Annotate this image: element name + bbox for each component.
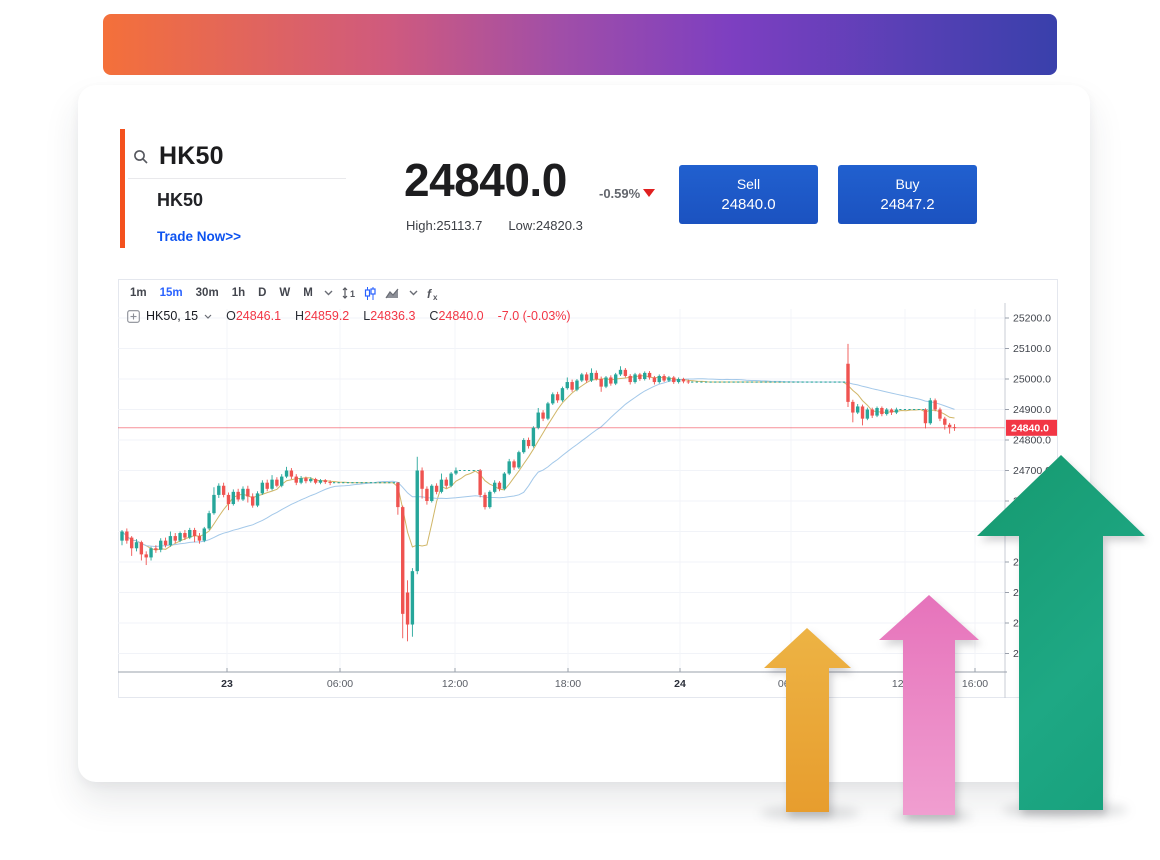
growth-arrow-small [764, 628, 851, 812]
search-input-value[interactable]: HK50 [159, 142, 224, 170]
high-low-row: High:25113.7 Low:24820.3 [406, 218, 583, 233]
trade-now-link[interactable]: Trade Now>> [157, 229, 242, 244]
legend-change: -7.0 (-0.03%) [497, 309, 571, 323]
chevron-down-icon[interactable] [204, 314, 212, 319]
chevron-down-icon[interactable] [324, 290, 333, 296]
scale-units-icon[interactable]: 1 [342, 287, 355, 299]
search-icon [134, 149, 148, 164]
search-divider [128, 178, 346, 179]
svg-text:06:00: 06:00 [327, 678, 353, 690]
svg-text:24800.0: 24800.0 [1013, 435, 1051, 447]
svg-text:24: 24 [674, 678, 686, 690]
interval-30m[interactable]: 30m [195, 287, 219, 299]
chart-legend: HK50, 15 O24846.1 H24859.2 L24836.3 C248… [127, 309, 571, 323]
growth-arrow-large [977, 455, 1145, 810]
svg-text:x: x [433, 293, 438, 300]
area-style-icon[interactable] [385, 287, 400, 299]
svg-text:25000.0: 25000.0 [1013, 374, 1051, 386]
svg-text:1: 1 [350, 289, 355, 299]
svg-text:24900.0: 24900.0 [1013, 404, 1051, 416]
sell-price: 24840.0 [721, 196, 776, 213]
legend-open: O24846.1 [226, 309, 282, 323]
interval-15m[interactable]: 15m [159, 287, 183, 299]
arrow-shadow [760, 806, 860, 820]
chevron-down-icon[interactable] [409, 290, 418, 296]
legend-low: L24836.3 [363, 309, 416, 323]
svg-text:25100.0: 25100.0 [1013, 343, 1051, 355]
symbol-search[interactable]: HK50 [133, 142, 224, 171]
change-percent: -0.59% [599, 186, 656, 201]
svg-text:12:00: 12:00 [442, 678, 468, 690]
svg-text:24840.0: 24840.0 [1011, 422, 1049, 434]
svg-text:23: 23 [221, 678, 233, 690]
sell-button[interactable]: Sell 24840.0 [679, 165, 818, 224]
interval-1m[interactable]: 1m [130, 287, 147, 299]
interval-week[interactable]: W [279, 287, 291, 299]
svg-text:f: f [427, 287, 432, 300]
svg-text:18:00: 18:00 [555, 678, 581, 690]
accent-bar [120, 129, 125, 248]
brand-gradient-banner [103, 14, 1057, 75]
buy-button[interactable]: Buy 24847.2 [838, 165, 977, 224]
candles-style-icon[interactable] [364, 286, 376, 300]
buy-price: 24847.2 [880, 196, 935, 213]
legend-high: H24859.2 [295, 309, 350, 323]
down-triangle-icon [643, 189, 656, 197]
interval-day[interactable]: D [258, 287, 267, 299]
buy-label: Buy [895, 176, 920, 192]
legend-symbol[interactable]: HK50, 15 [146, 309, 199, 323]
add-symbol-icon[interactable] [127, 309, 140, 323]
interval-1h[interactable]: 1h [231, 287, 246, 299]
high-value: High:25113.7 [406, 218, 483, 233]
last-price: 24840.0 [404, 154, 567, 206]
sell-label: Sell [736, 176, 761, 192]
growth-arrow-medium [879, 595, 979, 815]
interval-month[interactable]: M [303, 287, 313, 299]
low-value: Low:24820.3 [508, 218, 583, 233]
svg-text:25200.0: 25200.0 [1013, 313, 1051, 325]
legend-close: C24840.0 [429, 309, 484, 323]
symbol-name: HK50 [157, 190, 204, 210]
svg-text:16:00: 16:00 [962, 678, 988, 690]
